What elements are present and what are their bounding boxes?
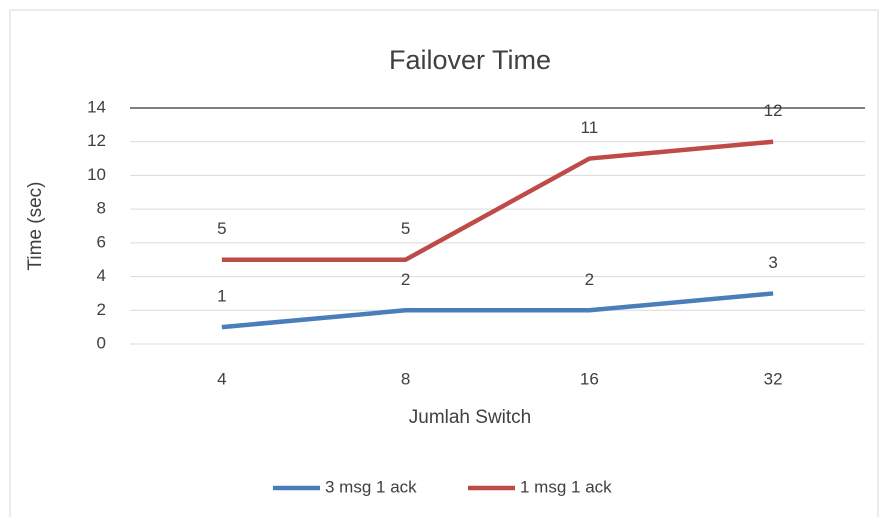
legend-label: 3 msg 1 ack [325, 477, 417, 496]
y-tick-label: 2 [97, 300, 106, 319]
x-tick-label: 32 [764, 369, 783, 388]
data-label: 2 [401, 270, 410, 289]
series-line [221, 139, 774, 262]
legend-label: 1 msg 1 ack [520, 477, 612, 496]
x-tick-label: 16 [580, 369, 599, 388]
x-axis-title: Jumlah Switch [409, 407, 532, 428]
y-tick-label: 4 [97, 266, 106, 285]
y-tick-label: 0 [97, 333, 106, 352]
x-tick-label: 4 [217, 369, 226, 388]
chart-title: Failover Time [389, 45, 551, 75]
series-line [221, 291, 774, 330]
data-label: 5 [217, 219, 226, 238]
y-tick-label: 10 [87, 165, 106, 184]
chart-border [9, 9, 879, 517]
y-tick-label: 12 [87, 131, 106, 150]
data-label: 3 [768, 253, 777, 272]
data-label: 5 [401, 219, 410, 238]
y-tick-label: 6 [97, 232, 106, 251]
y-tick-label: 14 [87, 97, 106, 116]
y-axis-title: Time (sec) [25, 181, 46, 270]
data-label: 1 [217, 287, 226, 306]
data-label: 11 [581, 118, 599, 137]
data-label: 12 [764, 101, 783, 120]
data-label: 2 [585, 270, 594, 289]
y-tick-label: 8 [97, 199, 106, 218]
x-tick-label: 8 [401, 369, 410, 388]
